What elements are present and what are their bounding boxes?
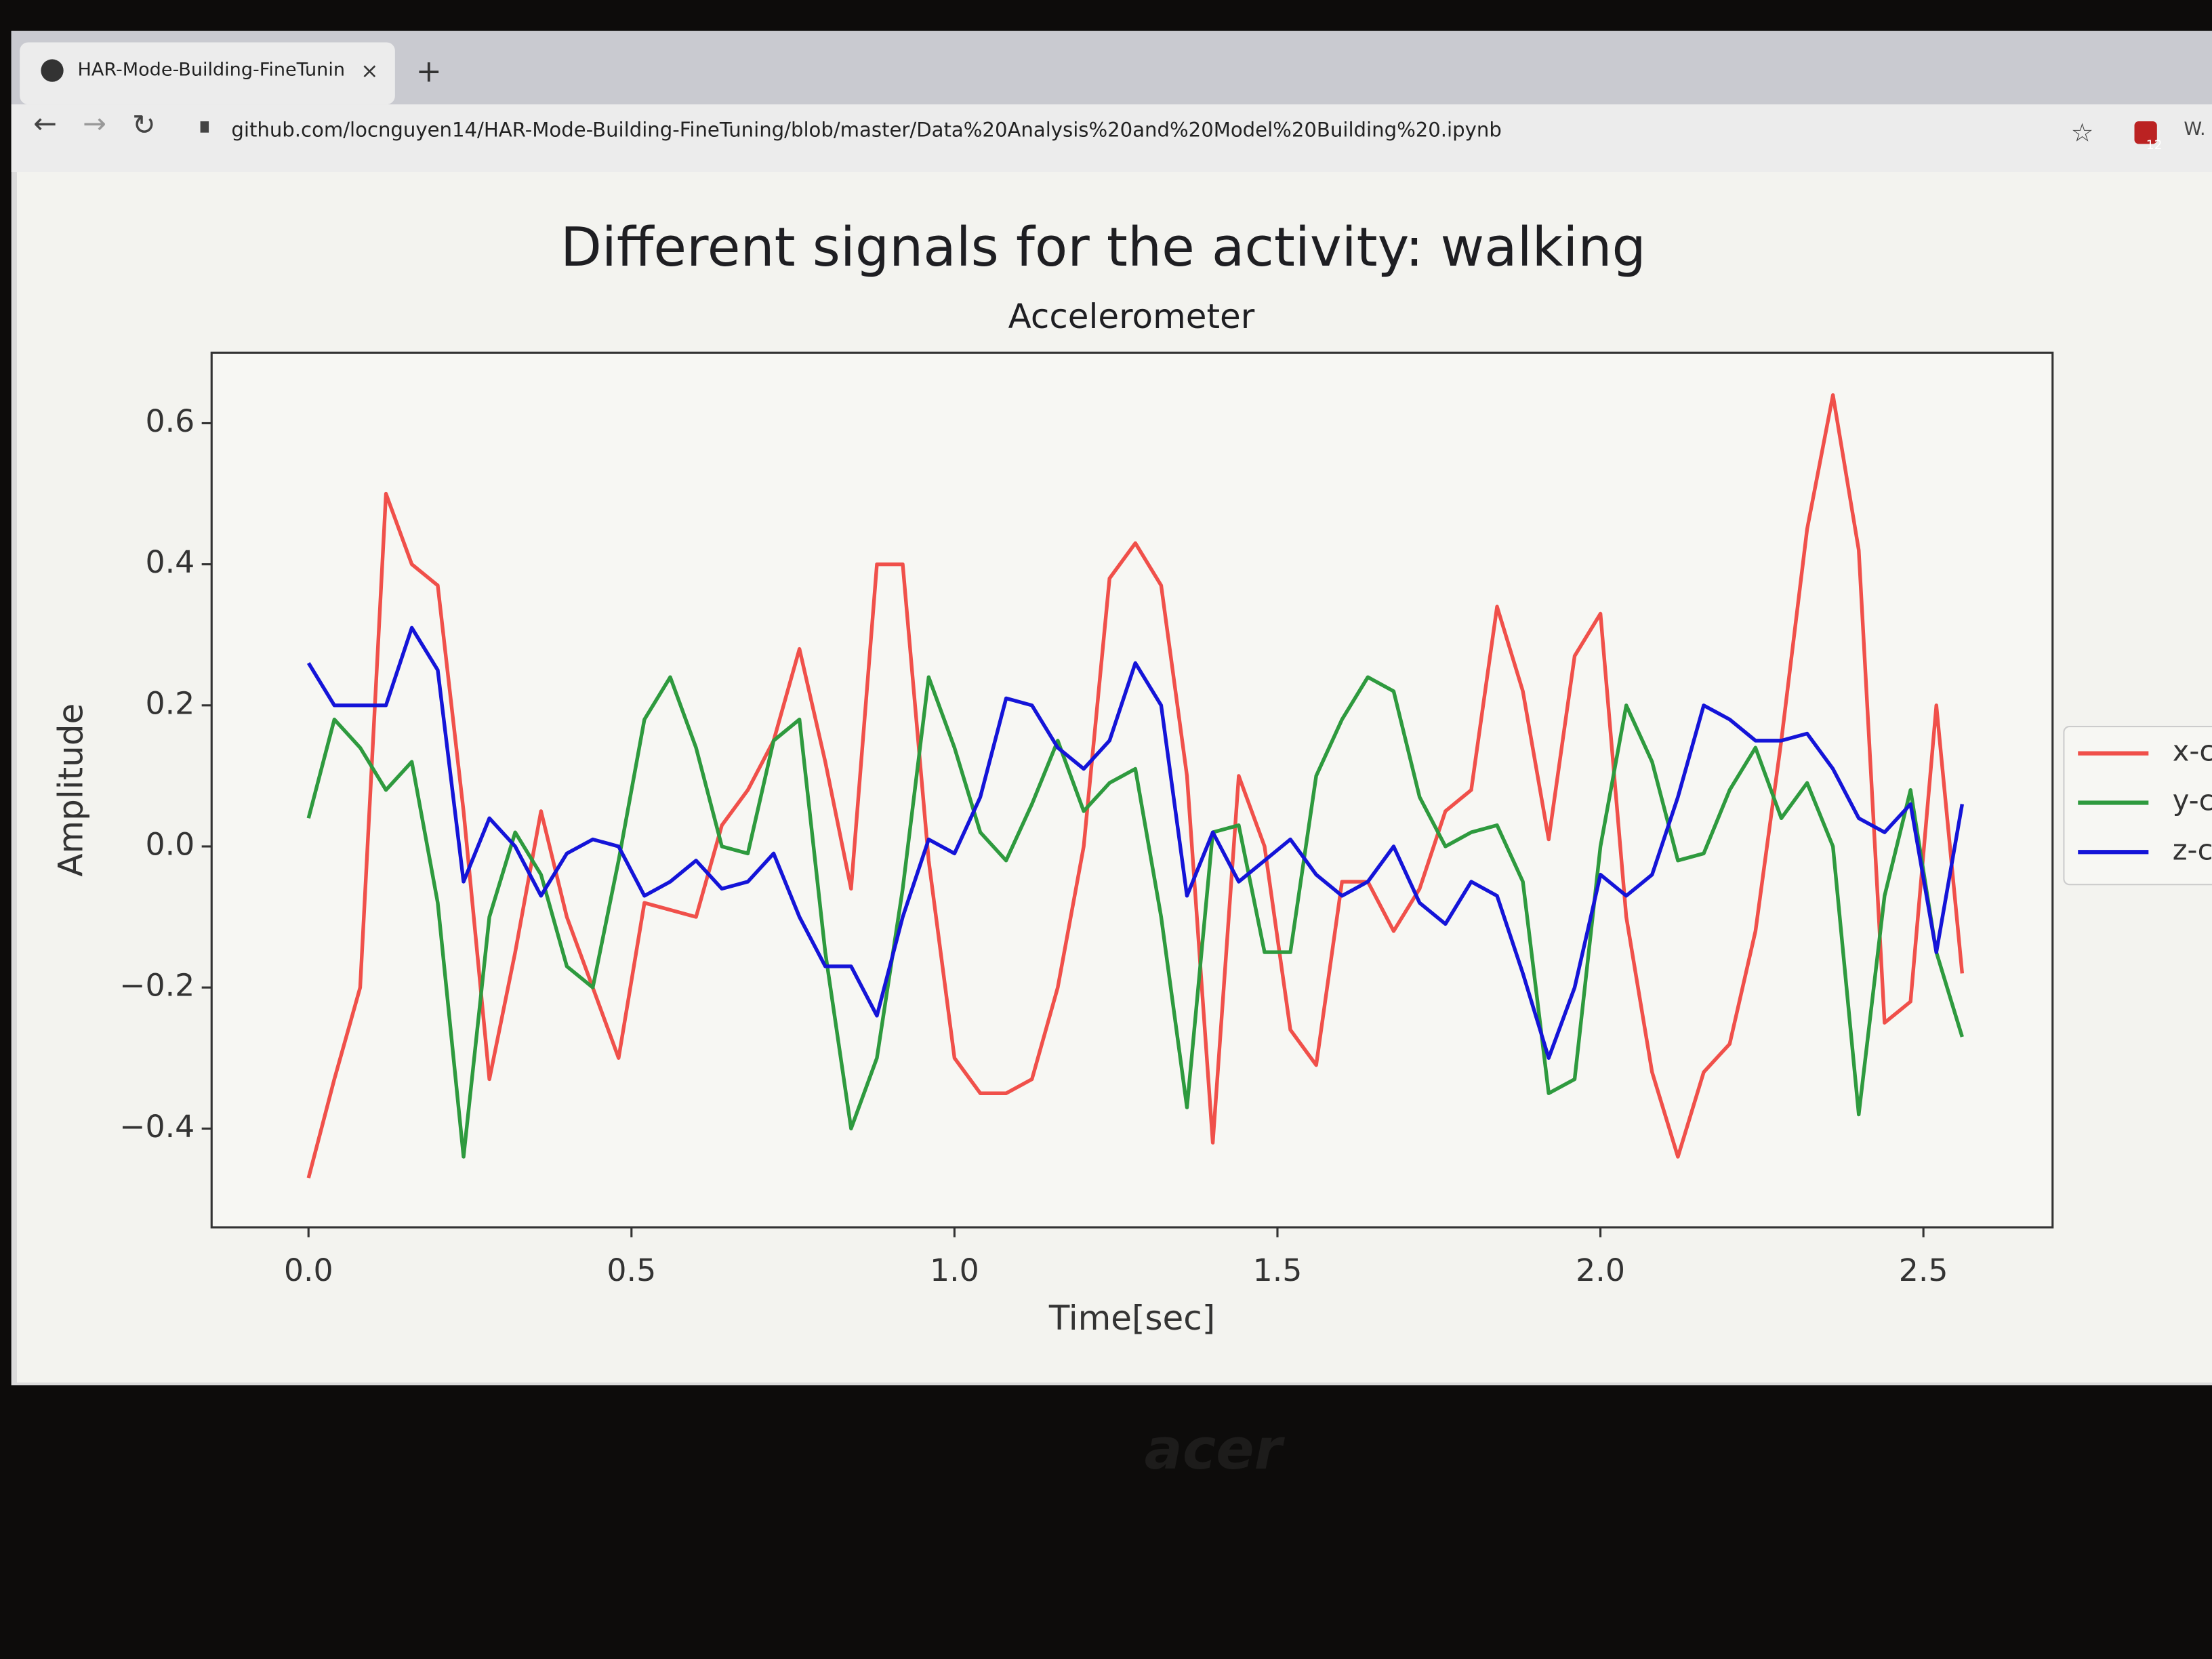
y-tick-label: 0.0 xyxy=(145,825,194,862)
y-axis-label: Amplitude xyxy=(52,703,91,877)
reload-button[interactable]: ↻ xyxy=(132,108,156,141)
x-tick-label: 1.0 xyxy=(930,1252,979,1288)
plot-frame xyxy=(210,351,2054,1229)
y-tick-label: 0.6 xyxy=(145,403,194,439)
bezel-brand: acer xyxy=(1145,1416,1286,1482)
toolbar xyxy=(11,104,2212,172)
new-tab-button[interactable]: + xyxy=(416,53,442,89)
address-bar[interactable]: github.com/locnguyen14/HAR-Mode-Building… xyxy=(231,119,1501,142)
tab-title[interactable]: HAR-Mode-Building-FineTunin xyxy=(77,60,345,81)
extension-icon[interactable] xyxy=(2134,121,2157,144)
chart-subtitle: Accelerometer xyxy=(1008,297,1255,336)
x-tick-label: 0.5 xyxy=(607,1252,656,1288)
y-tick-label: 0.4 xyxy=(145,544,194,580)
tab-favicon xyxy=(41,59,64,82)
x-tick-label: 1.5 xyxy=(1253,1252,1303,1288)
bookmark-star[interactable]: ☆ xyxy=(2071,117,2094,147)
chart-title: Different signals for the activity: walk… xyxy=(560,216,1646,279)
legend-label: y-c xyxy=(2173,783,2212,817)
lock-icon xyxy=(200,121,209,133)
tab[interactable] xyxy=(20,42,395,105)
x-tick-label: 0.0 xyxy=(284,1252,333,1288)
y-tick-label: −0.2 xyxy=(119,967,194,1004)
profile-button[interactable]: W. xyxy=(2184,119,2205,140)
legend-label: z-c xyxy=(2173,833,2212,866)
extension-badge: 12 xyxy=(2146,138,2163,152)
x-axis-label: Time[sec] xyxy=(1048,1298,1215,1338)
x-tick-label: 2.5 xyxy=(1899,1252,1948,1288)
series-line xyxy=(306,626,1965,1060)
series-line xyxy=(306,393,1965,1179)
forward-button[interactable]: → xyxy=(83,106,106,140)
y-tick-label: −0.4 xyxy=(119,1108,194,1145)
legend-box xyxy=(2063,726,2212,886)
series-line xyxy=(306,675,1964,1159)
tab-close[interactable]: × xyxy=(361,59,378,83)
x-tick-label: 2.0 xyxy=(1576,1252,1625,1288)
back-button[interactable]: ← xyxy=(33,106,57,140)
chart: Different signals for the activity: walk… xyxy=(52,216,2212,1338)
y-tick-label: 0.2 xyxy=(145,684,194,721)
legend-label: x-c xyxy=(2173,735,2212,768)
